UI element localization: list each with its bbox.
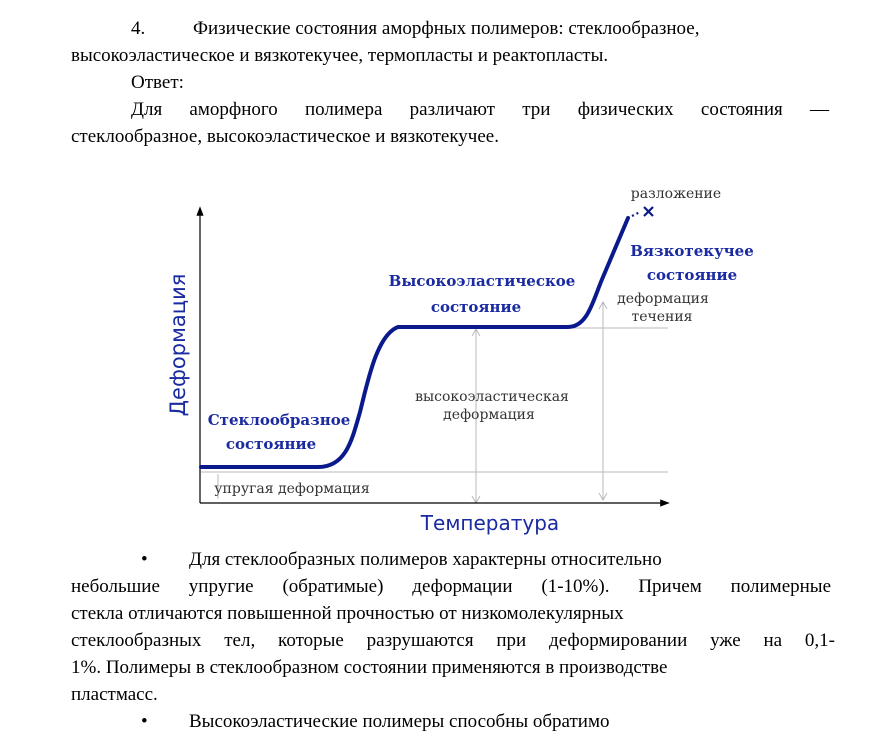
- viscous-state-label-line2: состояние: [647, 266, 737, 284]
- bullet1-line2: небольшие упругие (обратимые) деформации…: [71, 576, 831, 597]
- viscous-state-label-line1: Вязкотекучее: [630, 242, 754, 260]
- glassy-state-label-line1: Стеклообразное: [208, 411, 351, 429]
- bullet1-line3: стекла отличаются повышенной прочностью …: [71, 603, 624, 624]
- decomposition-label: разложение: [631, 186, 721, 202]
- flow-deformation-label-line2: течения: [631, 309, 692, 325]
- bullet2-line1: Высокоэластические полимеры способны обр…: [189, 711, 610, 732]
- guide-flow-ticks: [598, 300, 608, 502]
- bullet-marker-2: •: [141, 711, 148, 732]
- elastic-deformation-label: упругая деформация: [214, 481, 370, 497]
- high-elastic-deformation-label-line1: высокоэластическая: [415, 389, 569, 405]
- question-title-line2: высокоэластическое и вязкотекучее, термо…: [71, 45, 609, 66]
- question-title-line1: Физические состояния аморфных полимеров:…: [193, 18, 700, 39]
- question-number: 4.: [131, 18, 146, 39]
- bullet1-line5: 1%. Полимеры в стеклообразном состоянии …: [71, 657, 668, 678]
- high-elastic-deformation-label-line2: деформация: [443, 407, 535, 423]
- answer-text-line2: стеклообразное, высокоэластическое и вяз…: [71, 126, 499, 147]
- answer-text-line1: Для аморфного полимера различают три физ…: [131, 99, 829, 120]
- glassy-state-label-line2: состояние: [226, 435, 316, 453]
- bullet-marker-1: •: [141, 549, 148, 570]
- high-elastic-state-label-line1: Высокоэластическое: [389, 272, 576, 290]
- high-elastic-state-label-line2: состояние: [431, 298, 521, 316]
- bullet1-line6: пластмасс.: [71, 684, 158, 705]
- deformation-curve: [199, 216, 630, 469]
- decomposition-cross-icon: [643, 206, 654, 217]
- bullet1-line4: стеклообразных тел, которые разрушаются …: [71, 630, 835, 651]
- answer-label: Ответ:: [131, 72, 184, 93]
- bullet1-line1: Для стеклообразных полимеров характерны …: [189, 549, 662, 570]
- axes: [196, 206, 670, 507]
- decomposition-dots: [631, 211, 641, 217]
- flow-deformation-label-line1: деформация: [617, 291, 709, 307]
- y-axis-label: Деформация: [166, 274, 190, 417]
- x-axis-label: Температура: [420, 511, 559, 535]
